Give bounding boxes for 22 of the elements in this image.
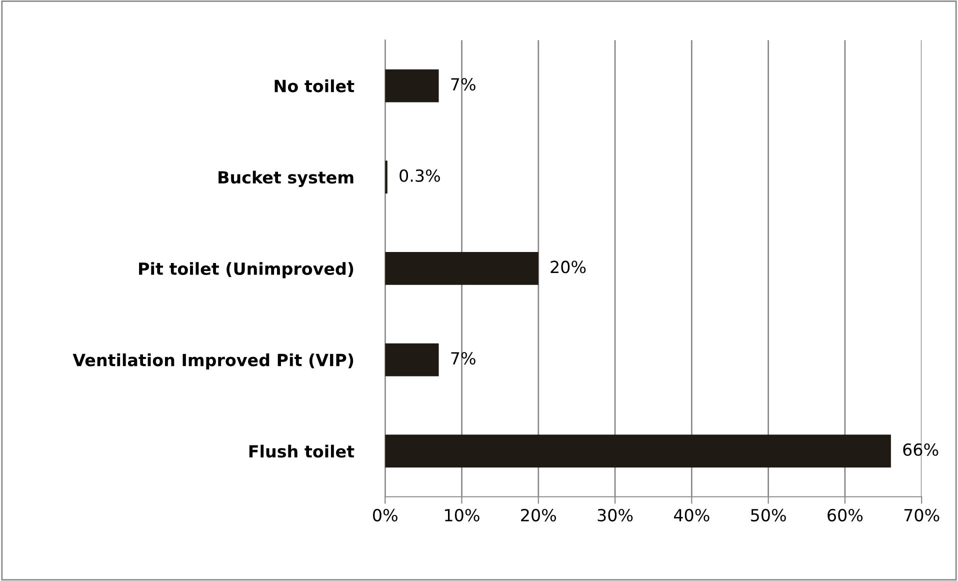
bar bbox=[385, 252, 538, 285]
x-tick-label: 10% bbox=[445, 508, 480, 522]
x-tick-label: 20% bbox=[521, 508, 556, 522]
data-label: 66% bbox=[903, 443, 938, 456]
bar bbox=[385, 434, 891, 468]
y-tick-label: Flush toilet bbox=[249, 444, 354, 458]
data-label: 7% bbox=[451, 352, 476, 365]
x-tick-label: 40% bbox=[674, 508, 710, 522]
x-tick-label: 50% bbox=[751, 508, 786, 522]
y-tick-label: Bucket system bbox=[218, 170, 354, 188]
bar bbox=[385, 69, 439, 102]
data-label: 20% bbox=[550, 260, 586, 274]
x-tick-label: 60% bbox=[828, 508, 863, 522]
x-tick-label: 30% bbox=[598, 508, 633, 522]
y-tick-label: Ventilation Improved Pit (VIP) bbox=[72, 353, 354, 370]
x-tick-label: 0% bbox=[372, 508, 398, 522]
y-tick-label: Pit toilet (Unimproved) bbox=[139, 262, 354, 278]
data-label: 0.3% bbox=[400, 169, 440, 182]
bar bbox=[385, 343, 439, 376]
data-label: 7% bbox=[451, 78, 476, 91]
x-tick-label: 70% bbox=[904, 508, 940, 522]
y-tick-label: No toilet bbox=[274, 79, 354, 92]
